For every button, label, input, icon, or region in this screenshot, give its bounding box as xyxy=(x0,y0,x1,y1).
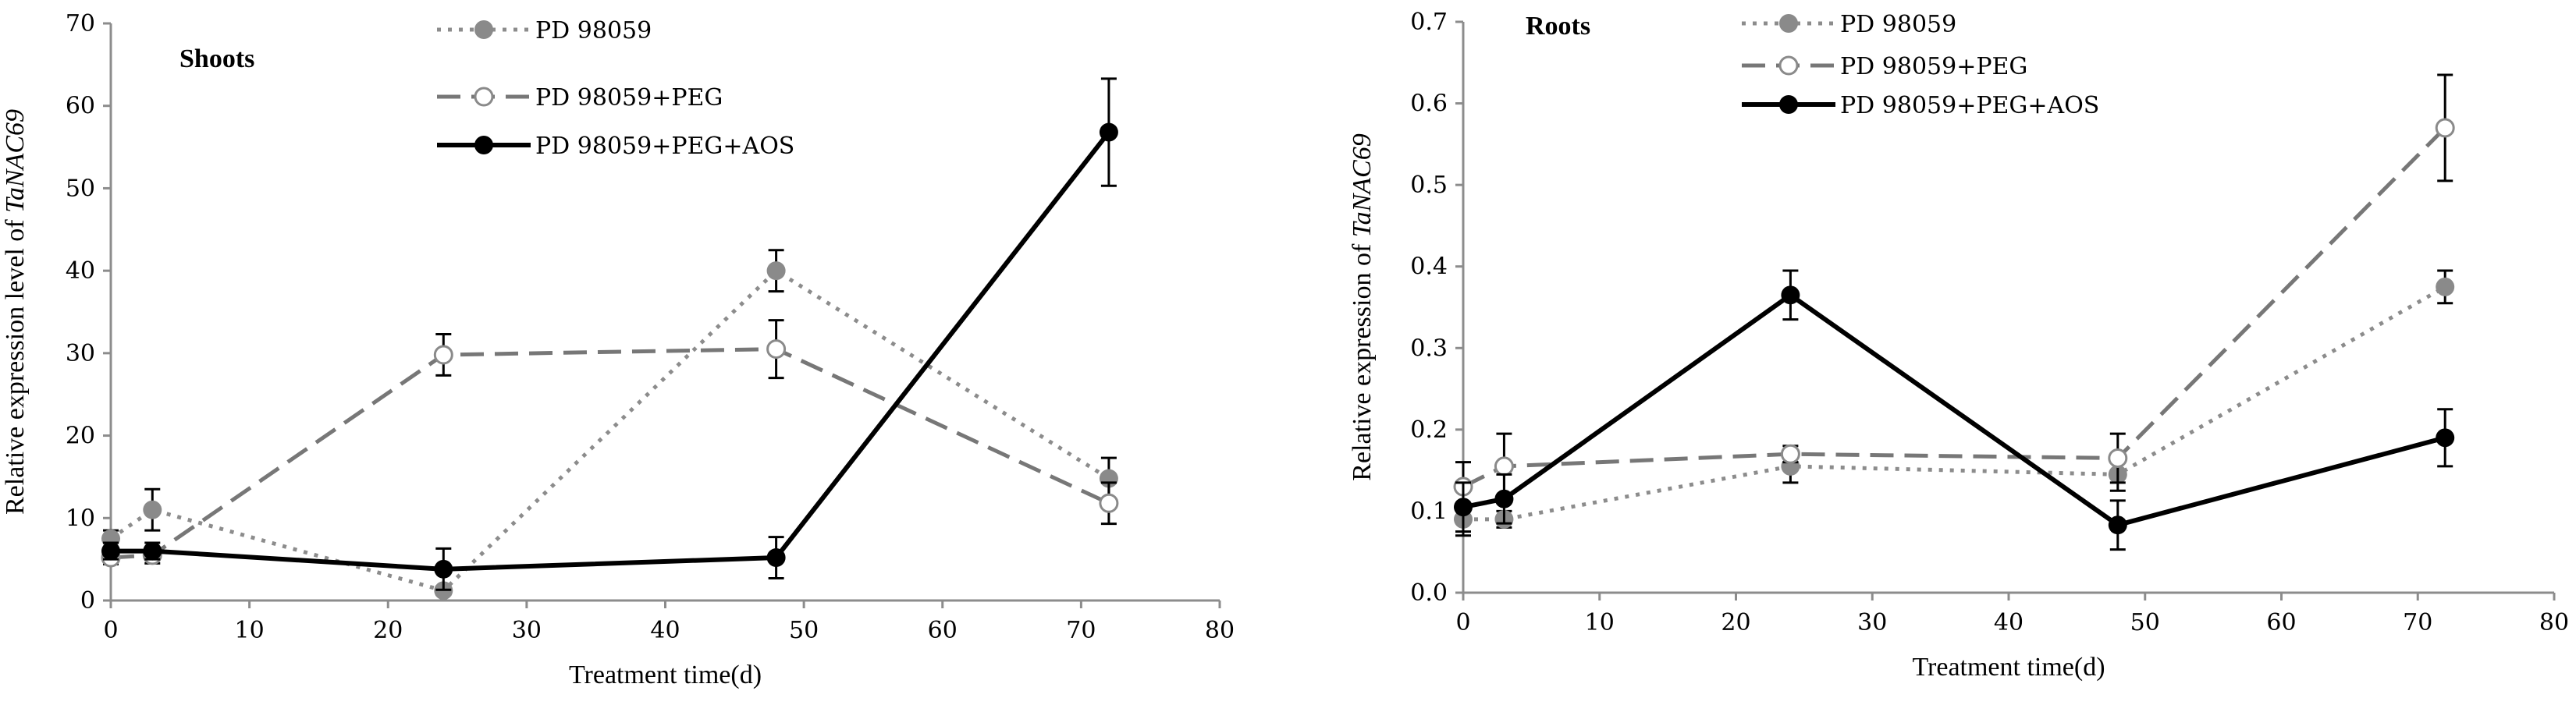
y-axis-title-prefix: Relative expression of xyxy=(1348,237,1377,481)
y-tick-label: 0.6 xyxy=(1410,90,1448,118)
series-line xyxy=(1463,285,2446,522)
x-tick-label: 60 xyxy=(928,617,958,644)
data-point xyxy=(1780,444,1800,464)
x-tick-label: 80 xyxy=(2539,609,2569,636)
y-tick-label: 20 xyxy=(66,423,95,450)
y-axis-title: Relative expression level of TaNAC69 xyxy=(1,109,30,515)
chart-panel-roots: 0.0 0.1 0.2 0.3 0.4 0.5 0.6 0.7 0 10 20 30 40 50 60 70 8… xyxy=(1348,9,2569,682)
x-tick-label: 20 xyxy=(1721,609,1750,636)
series-line xyxy=(109,268,1110,593)
legend-label: PD 98059 xyxy=(535,17,652,44)
y-tick-label: 30 xyxy=(66,340,95,367)
data-point xyxy=(2108,515,2127,535)
x-tick-label: 30 xyxy=(512,617,542,644)
y-tick-label: 70 xyxy=(66,10,95,37)
x-tick-label: 10 xyxy=(1585,609,1615,636)
x-tick-label: 10 xyxy=(235,617,265,644)
data-point xyxy=(766,548,786,568)
x-tick-label: 30 xyxy=(1857,609,1887,636)
legend-marker xyxy=(474,87,494,107)
y-axis-title: Relative expression of TaNAC69 xyxy=(1348,133,1377,480)
x-tick-label: 60 xyxy=(2266,609,2296,636)
data-point xyxy=(2436,428,2455,448)
data-point xyxy=(766,339,787,360)
legend-label: PD 98059+PEG xyxy=(535,84,723,112)
x-tick-label: 50 xyxy=(789,617,819,644)
y-tick-label: 0.5 xyxy=(1410,172,1448,199)
legend-marker xyxy=(1779,95,1798,114)
series-pd-98059-peg xyxy=(101,319,1119,568)
legend-entry: PD 98059+PEG xyxy=(1742,53,2027,80)
series-pd-98059 xyxy=(101,249,1118,600)
series-pd-98059-peg xyxy=(1453,73,2455,512)
y-axis-title-gene: TaNAC69 xyxy=(1348,133,1377,237)
data-point xyxy=(2108,448,2128,468)
data-point xyxy=(143,500,162,519)
y-axis-title-prefix: Relative expression level of xyxy=(1,213,30,515)
legend-entry: PD 98059 xyxy=(437,17,652,44)
series-line xyxy=(110,347,1110,560)
data-point xyxy=(1494,456,1514,476)
series-pd-98059 xyxy=(1454,269,2455,537)
legend-label: PD 98059+PEG+AOS xyxy=(1840,92,2099,119)
x-tick-label: 20 xyxy=(373,617,403,644)
data-point xyxy=(1454,498,1473,517)
x-tick-label: 0 xyxy=(1455,609,1470,636)
x-tick-label: 50 xyxy=(2130,609,2160,636)
data-point xyxy=(766,261,786,281)
y-tick-label: 0.7 xyxy=(1410,9,1448,36)
legend-marker xyxy=(1778,55,1799,76)
legend-marker xyxy=(474,20,493,39)
x-tick-label: 40 xyxy=(650,617,680,644)
series-line xyxy=(1462,292,2446,528)
x-tick-label: 70 xyxy=(1066,617,1096,644)
data-point xyxy=(143,541,162,561)
data-point xyxy=(1781,285,1800,305)
y-tick-label: 0 xyxy=(80,587,95,615)
panel-label: Shoots xyxy=(179,44,254,73)
x-axis-title: Treatment time(d) xyxy=(1912,653,2105,682)
y-tick-label: 40 xyxy=(66,257,95,285)
legend-entry: PD 98059+PEG+AOS xyxy=(1742,92,2099,119)
y-tick-label: 60 xyxy=(66,93,95,120)
y-axis-title-gene: TaNAC69 xyxy=(1,109,30,213)
panel-label: Roots xyxy=(1526,12,1590,41)
data-point xyxy=(101,541,120,561)
series-pd-98059-peg-aos xyxy=(1454,269,2455,551)
y-tick-label: 50 xyxy=(66,175,95,202)
chart-panel-shoots: 0 10 20 30 40 50 60 70 0 10 20 30 40 50 60 70 80 Treatmen… xyxy=(1,10,1235,689)
legend-label: PD 98059+PEG xyxy=(1840,53,2027,80)
y-tick-label: 0.0 xyxy=(1410,579,1448,607)
series-pd-98059-peg-aos xyxy=(101,77,1118,591)
data-point xyxy=(2435,118,2455,138)
y-tick-label: 0.2 xyxy=(1410,416,1448,444)
legend-label: PD 98059+PEG+AOS xyxy=(535,133,794,160)
x-axis-title: Treatment time(d) xyxy=(569,661,762,689)
x-tick-label: 80 xyxy=(1205,617,1235,644)
series-line xyxy=(1462,126,2446,489)
legend-entry: PD 98059+PEG+AOS xyxy=(437,133,794,160)
legend-entry: PD 98059 xyxy=(1742,11,1956,38)
data-point xyxy=(433,345,453,365)
data-point xyxy=(1099,493,1119,513)
data-point xyxy=(1099,122,1118,142)
legend-entry: PD 98059+PEG xyxy=(437,84,723,112)
data-point xyxy=(1494,489,1514,508)
x-tick-label: 40 xyxy=(1994,609,2023,636)
data-point xyxy=(2436,277,2455,296)
y-tick-label: 10 xyxy=(66,505,95,532)
legend-marker xyxy=(1779,14,1798,33)
data-point xyxy=(434,559,453,579)
y-tick-label: 0.1 xyxy=(1410,498,1448,525)
x-tick-label: 0 xyxy=(103,617,118,644)
y-tick-label: 0.4 xyxy=(1410,253,1448,281)
x-tick-label: 70 xyxy=(2403,609,2432,636)
legend-marker xyxy=(474,136,493,154)
legend-label: PD 98059 xyxy=(1840,11,1956,38)
y-tick-label: 0.3 xyxy=(1410,335,1448,362)
